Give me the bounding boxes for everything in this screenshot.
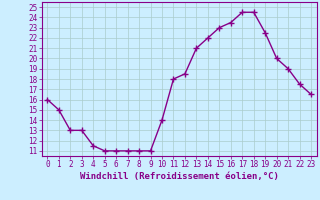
X-axis label: Windchill (Refroidissement éolien,°C): Windchill (Refroidissement éolien,°C) [80, 172, 279, 181]
